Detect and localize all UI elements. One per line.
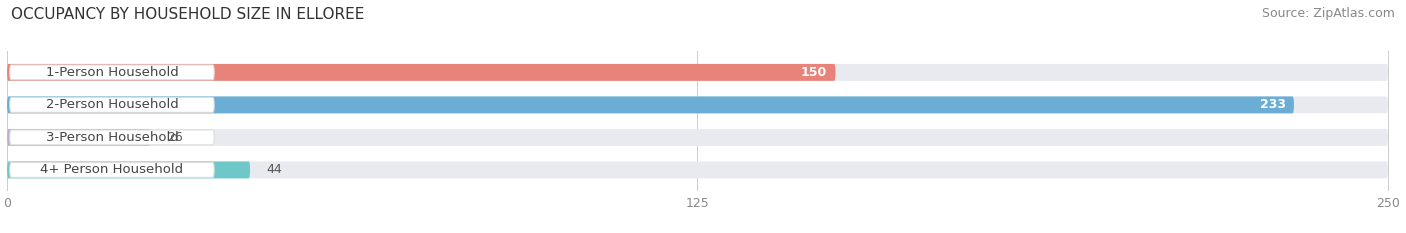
Text: 2-Person Household: 2-Person Household: [45, 98, 179, 111]
Text: Source: ZipAtlas.com: Source: ZipAtlas.com: [1261, 7, 1395, 20]
FancyBboxPatch shape: [10, 97, 214, 112]
FancyBboxPatch shape: [10, 162, 214, 177]
Text: 44: 44: [267, 163, 283, 176]
Text: 4+ Person Household: 4+ Person Household: [41, 163, 184, 176]
FancyBboxPatch shape: [7, 161, 250, 178]
Text: 1-Person Household: 1-Person Household: [45, 66, 179, 79]
FancyBboxPatch shape: [10, 130, 214, 145]
FancyBboxPatch shape: [7, 96, 1388, 113]
Text: 150: 150: [801, 66, 827, 79]
FancyBboxPatch shape: [7, 129, 1388, 146]
FancyBboxPatch shape: [7, 161, 1388, 178]
FancyBboxPatch shape: [7, 64, 835, 81]
Text: 26: 26: [167, 131, 183, 144]
FancyBboxPatch shape: [7, 96, 1294, 113]
Text: OCCUPANCY BY HOUSEHOLD SIZE IN ELLOREE: OCCUPANCY BY HOUSEHOLD SIZE IN ELLOREE: [11, 7, 364, 22]
Text: 233: 233: [1260, 98, 1285, 111]
FancyBboxPatch shape: [7, 64, 1388, 81]
FancyBboxPatch shape: [7, 129, 150, 146]
Text: 3-Person Household: 3-Person Household: [45, 131, 179, 144]
FancyBboxPatch shape: [10, 65, 214, 80]
